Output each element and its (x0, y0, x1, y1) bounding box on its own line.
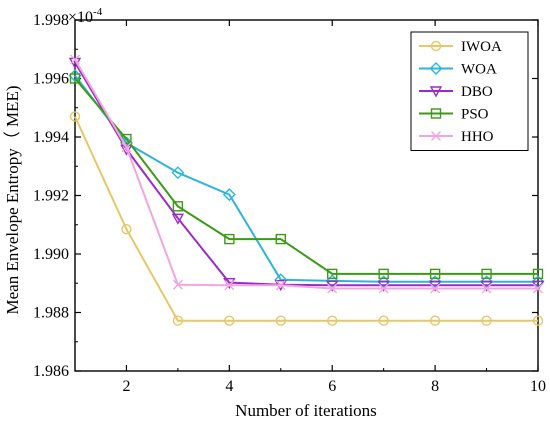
series-line-pso (74, 77, 538, 275)
y-tick-label: 1.998 (33, 12, 69, 29)
legend-item-woa: WOA (419, 62, 497, 78)
data-point-hho (224, 280, 235, 291)
series-layer (68, 54, 545, 326)
legend-label: HHO (461, 129, 494, 145)
legend-label: WOA (461, 62, 497, 78)
data-point-iwoa (224, 315, 235, 326)
legend-item-dbo: DBO (419, 84, 493, 100)
y-tick-label: 1.994 (33, 129, 69, 146)
data-point-pso (172, 201, 184, 212)
data-point-woa (171, 166, 185, 180)
data-point-iwoa (327, 315, 338, 326)
y-tick-label: 1.996 (33, 71, 69, 88)
y-tick-label: 1.990 (33, 246, 69, 263)
legend-label: IWOA (461, 39, 502, 55)
legend-marker (430, 40, 442, 52)
series-hho (70, 54, 543, 294)
data-point-pso (327, 268, 338, 280)
x-tick-label: 8 (431, 378, 439, 395)
data-point-hho (121, 142, 132, 153)
data-point-hho (172, 279, 183, 290)
legend-marker (431, 131, 441, 141)
x-tick-label: 10 (530, 378, 546, 395)
data-point-iwoa (429, 315, 441, 326)
data-point-iwoa (69, 111, 81, 122)
series-line-dbo (74, 61, 538, 287)
y-tick-label: 1.992 (33, 188, 69, 205)
legend: IWOA WOA DBO PSO HHO (410, 31, 529, 151)
legend-marker (429, 86, 443, 98)
data-point-woa (531, 275, 545, 289)
x-tick-label: 2 (122, 378, 130, 395)
x-tick-label: 6 (328, 378, 336, 395)
legend-label: DBO (461, 84, 493, 100)
data-point-hho (481, 283, 492, 294)
data-point-iwoa (378, 315, 389, 326)
x-axis-title: Number of iterations (235, 401, 377, 420)
series-line-woa (74, 74, 538, 283)
y-scale-exponent: -4 (93, 6, 103, 18)
data-point-hho (533, 283, 543, 294)
data-point-hho (430, 283, 441, 294)
y-tick-label: 1.988 (33, 305, 69, 322)
legend-marker (429, 62, 443, 75)
data-point-pso (224, 233, 235, 245)
y-scale-base: ×10 (68, 9, 93, 26)
data-point-pso (429, 268, 441, 280)
data-point-pso (532, 268, 544, 280)
data-point-iwoa (532, 315, 544, 326)
data-point-iwoa (121, 223, 132, 235)
data-point-hho (378, 283, 389, 294)
legend-item-pso: PSO (419, 107, 489, 123)
data-point-iwoa (172, 315, 184, 326)
data-point-hho (70, 54, 80, 65)
data-point-woa (428, 275, 442, 289)
data-point-iwoa (481, 315, 492, 326)
data-point-dbo (171, 213, 185, 225)
series-pso (69, 73, 544, 280)
data-point-pso (69, 73, 81, 84)
axes: 2 4 6 8 10 1.986 1.988 1.990 1.992 1.994 1.996 1.99… (33, 12, 546, 395)
series-iwoa (69, 111, 544, 326)
data-point-hho (327, 283, 338, 294)
legend-item-iwoa: IWOA (419, 39, 502, 55)
data-point-woa (480, 275, 494, 289)
data-point-hho (275, 280, 286, 291)
y-axis-title: Mean Envelope Entropy（ MEE) (3, 86, 22, 315)
legend-label: PSO (461, 107, 489, 123)
series-line-iwoa (74, 116, 538, 322)
x-tick-label: 4 (225, 378, 233, 395)
y-scale-factor: ×10-4 (68, 6, 103, 26)
data-point-woa (222, 188, 236, 202)
data-point-pso (275, 233, 286, 245)
data-point-iwoa (275, 315, 286, 326)
legend-marker (430, 108, 442, 119)
y-tick-label: 1.986 (33, 363, 69, 380)
series-line-hho (74, 58, 538, 290)
legend-item-hho: HHO (419, 129, 494, 145)
data-point-pso (378, 268, 389, 280)
data-point-woa (377, 275, 391, 289)
data-point-pso (481, 268, 492, 280)
